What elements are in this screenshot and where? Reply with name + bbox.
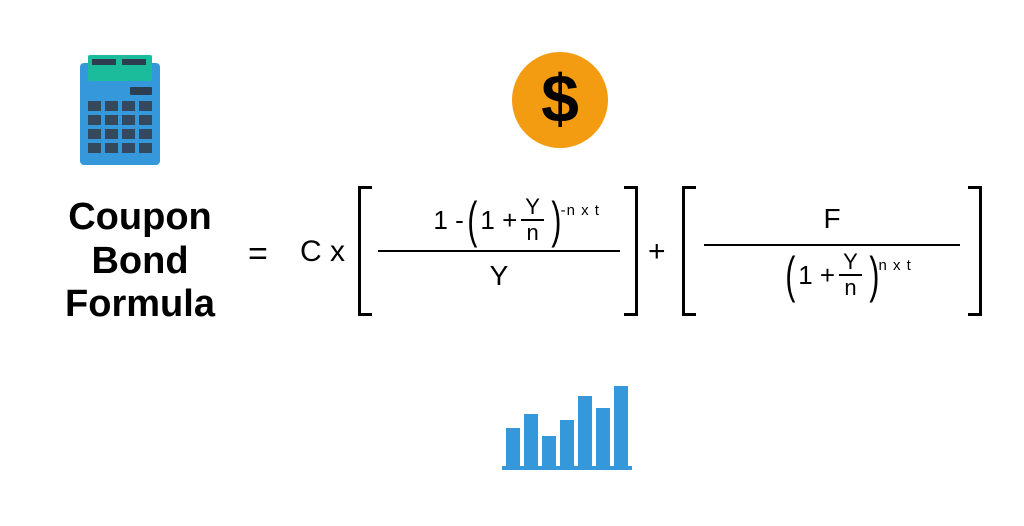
calculator-icon xyxy=(80,55,160,170)
term2-numerator: F xyxy=(817,194,846,244)
bracket-right-icon xyxy=(968,186,982,316)
paren-left-icon: ( xyxy=(785,255,795,295)
term1-denominator: Y xyxy=(484,252,515,300)
barchart-icon xyxy=(502,380,632,475)
inner-frac-num: Y xyxy=(839,250,862,274)
svg-text:$: $ xyxy=(541,61,579,137)
title-line: Bond xyxy=(45,240,235,284)
exponent: n x t xyxy=(878,257,911,274)
inner-frac-num: Y xyxy=(521,195,544,219)
term2-denominator: ( 1 + Y n ) n x t xyxy=(776,246,889,304)
title-line: Formula xyxy=(45,283,235,327)
numerator-prefix: 1 - xyxy=(433,205,463,236)
term1-fraction: 1 - ( 1 + Y n ) -n x t Y xyxy=(378,190,620,300)
exponent: -n x t xyxy=(561,202,600,219)
inner-frac-den: n xyxy=(840,276,860,300)
inner-prefix: 1 + xyxy=(480,205,517,236)
dollar-coin-icon: $ xyxy=(512,52,608,153)
inner-prefix: 1 + xyxy=(798,260,835,291)
bracket-right-icon xyxy=(624,186,638,316)
equals-sign: = xyxy=(248,235,270,274)
formula-term-2: F ( 1 + Y n ) n x t xyxy=(682,186,982,316)
inner-fraction: Y n xyxy=(521,195,544,245)
term2-fraction: F ( 1 + Y n ) n x t xyxy=(704,194,960,304)
plus-sign: + xyxy=(648,235,666,269)
formula-title: Coupon Bond Formula xyxy=(45,196,235,327)
inner-frac-den: n xyxy=(522,221,542,245)
bracket-left-icon xyxy=(682,186,696,316)
bracket-left-icon xyxy=(358,186,372,316)
paren-left-icon: ( xyxy=(467,200,477,240)
inner-fraction: Y n xyxy=(839,250,862,300)
coefficient-c: C x xyxy=(300,235,345,269)
title-line: Coupon xyxy=(45,196,235,240)
formula-term-1: 1 - ( 1 + Y n ) -n x t Y xyxy=(358,186,638,316)
term1-numerator: 1 - ( 1 + Y n ) -n x t xyxy=(427,190,570,250)
